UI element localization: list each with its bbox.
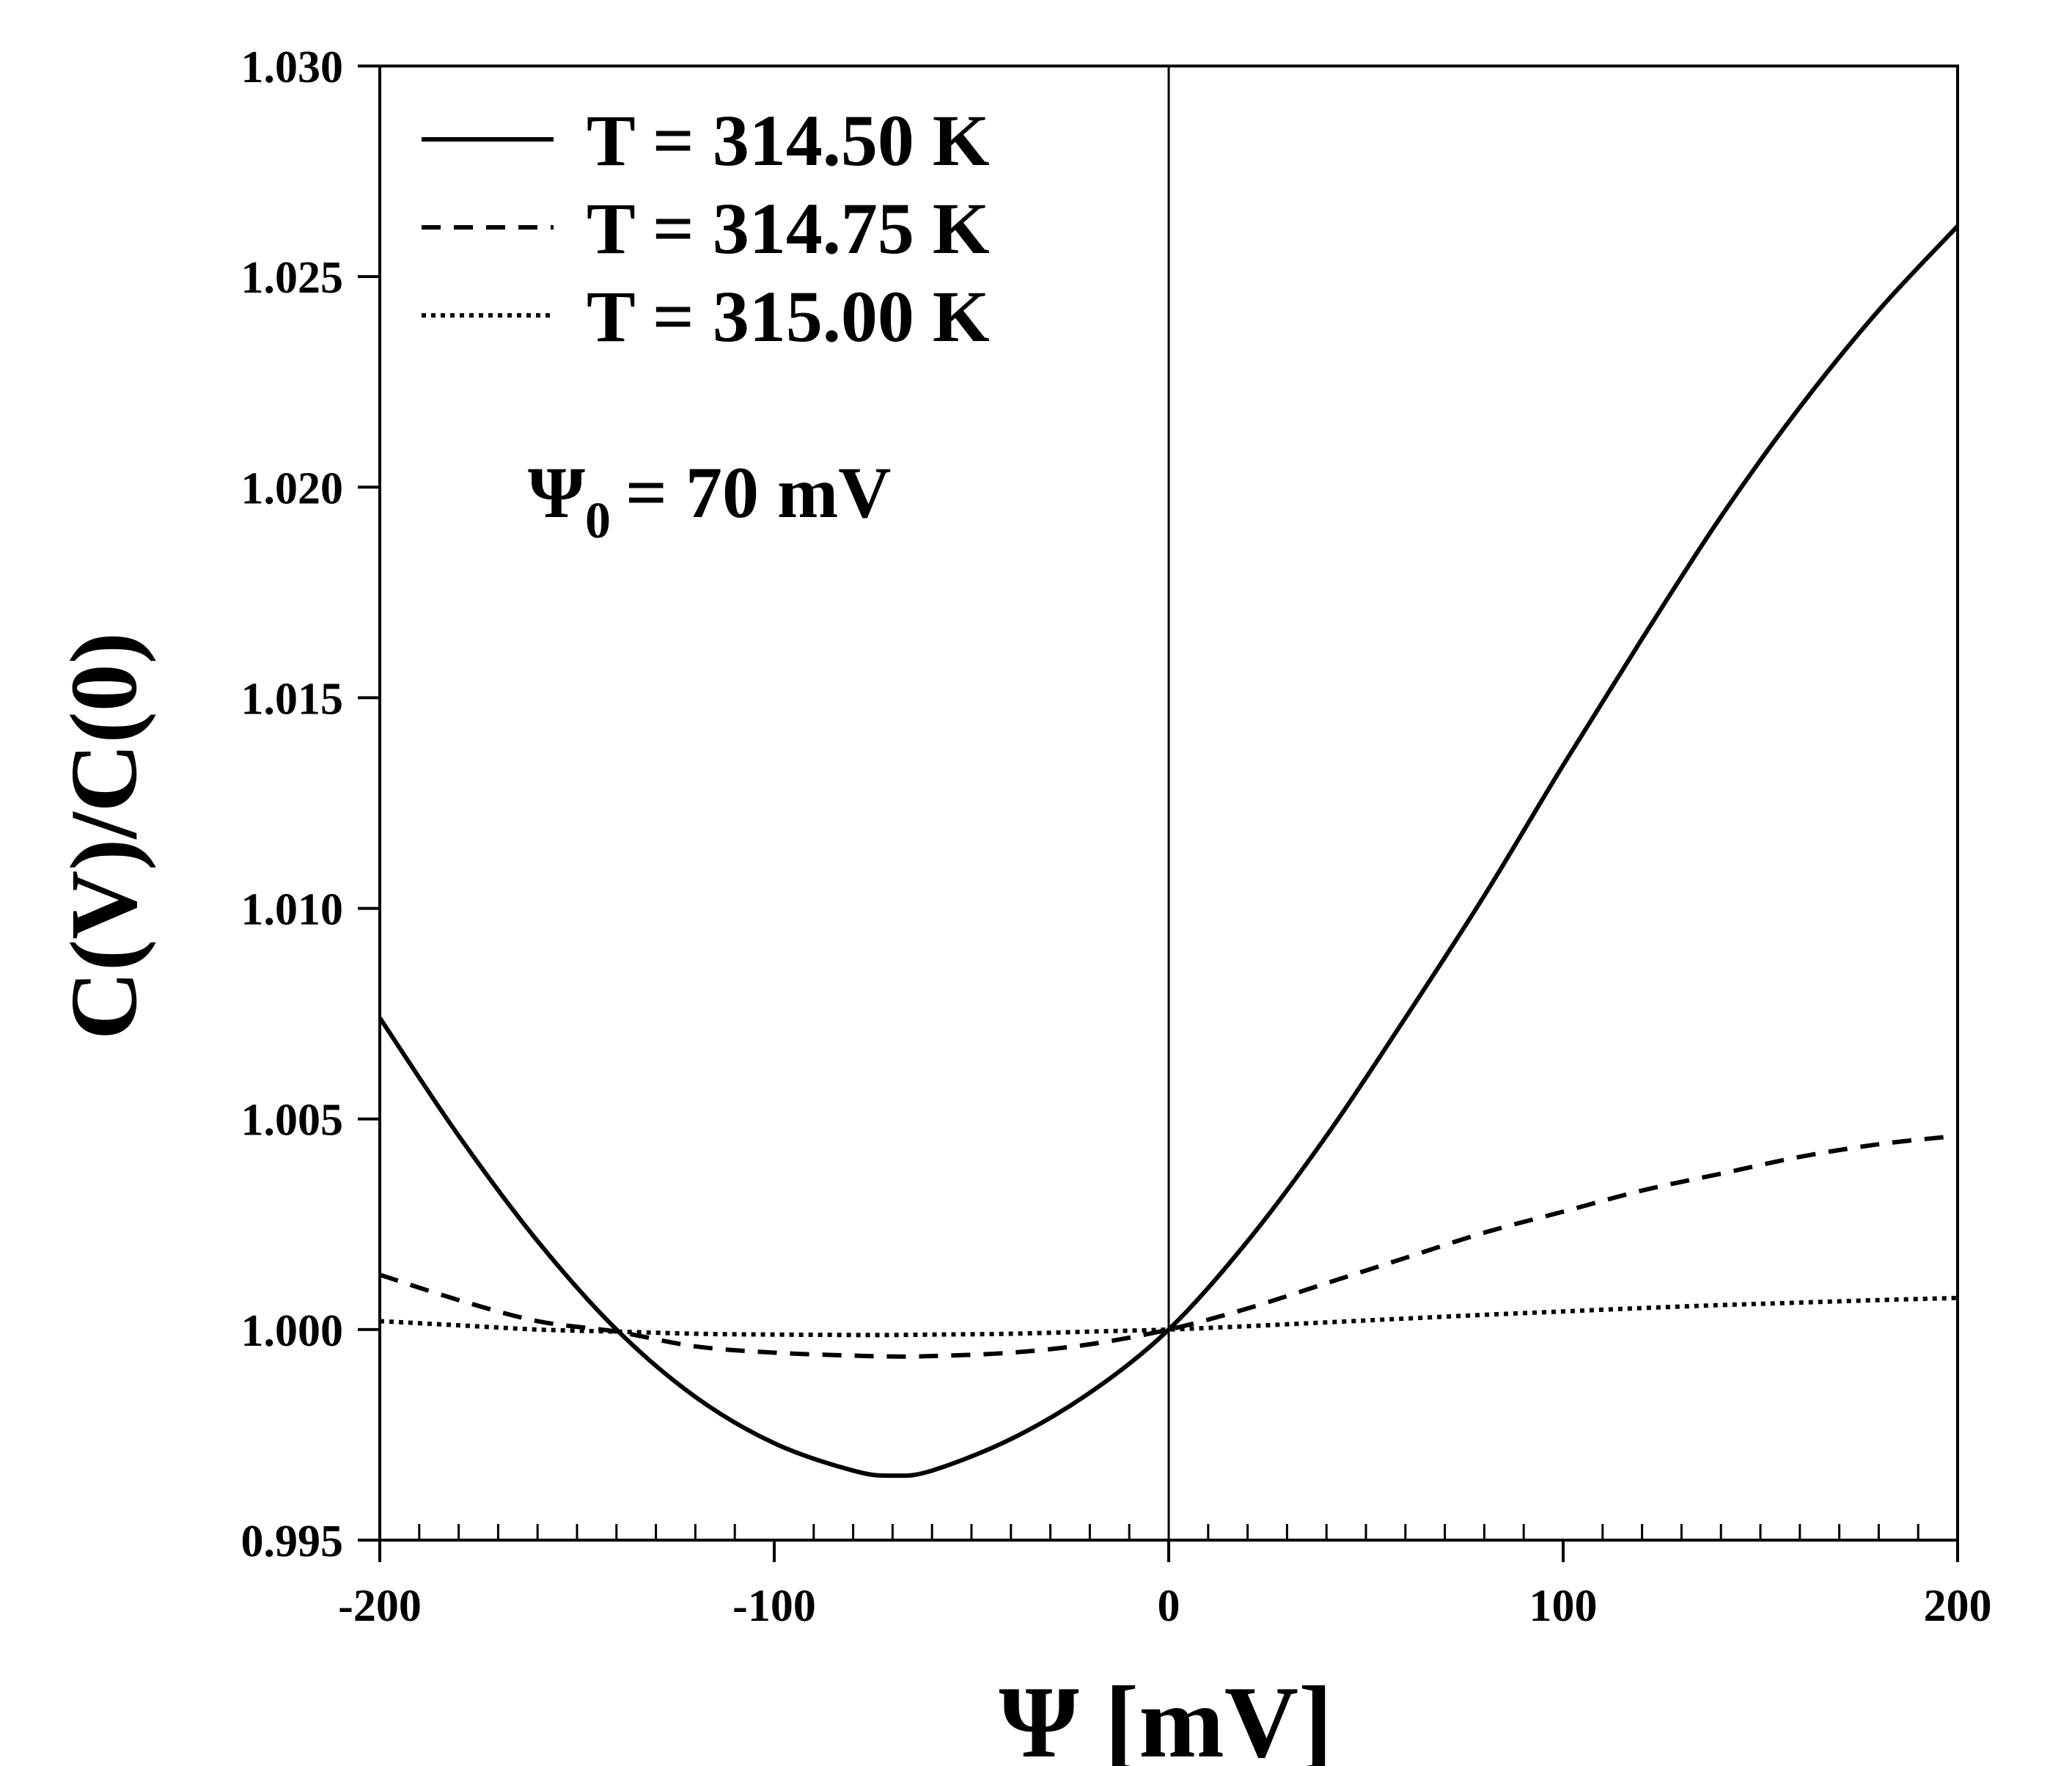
legend-label-1: T = 314.50 K — [587, 100, 990, 181]
y-tick-label: 0.995 — [241, 1517, 344, 1567]
x-tick-label: 100 — [1529, 1581, 1598, 1631]
y-axis-title: C(V)/C(0) — [51, 632, 157, 1040]
y-tick-label: 1.000 — [241, 1306, 344, 1356]
y-tick-label: 1.025 — [241, 253, 344, 303]
y-tick-label: 1.015 — [241, 674, 344, 724]
psi0-symbol: Ψ — [528, 452, 585, 533]
psi0-subscript: 0 — [585, 493, 611, 549]
series-line-3 — [379, 1295, 1958, 1338]
x-axis-title: Ψ [mV] — [999, 1666, 1332, 1766]
legend-label-2: T = 314.75 K — [587, 188, 990, 269]
legend: T = 314.50 KT = 314.75 KT = 315.00 K — [422, 100, 990, 357]
axis-ticks — [358, 65, 1959, 1562]
data-series — [378, 224, 1960, 1479]
plot-frame — [378, 65, 1959, 1542]
tick-labels: -200 -100 0 100 200 0.995 1.000 1.005 1.010 1.015… — [241, 43, 1992, 1631]
series-line-2 — [379, 1133, 1958, 1359]
x-tick-label: -200 — [338, 1581, 422, 1631]
psi0-value: = 70 mV — [625, 452, 892, 533]
legend-label-3: T = 315.00 K — [587, 276, 990, 357]
y-tick-label: 1.010 — [241, 885, 344, 935]
y-tick-label: 1.020 — [241, 464, 344, 513]
psi0-annotation: Ψ0 = 70 mV — [528, 452, 891, 549]
x-tick-label: -100 — [732, 1581, 816, 1631]
series-line-1 — [378, 224, 1960, 1479]
y-tick-label: 1.005 — [241, 1096, 344, 1146]
x-tick-label: 200 — [1924, 1581, 1992, 1631]
x-tick-label: 0 — [1158, 1581, 1180, 1631]
y-tick-label: 1.030 — [241, 43, 344, 92]
